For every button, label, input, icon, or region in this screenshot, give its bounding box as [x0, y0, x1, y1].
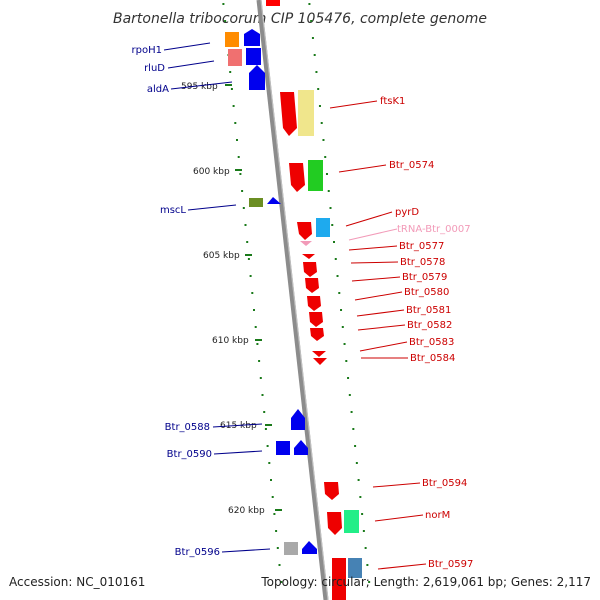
accession-text: Accession: NC_010161: [9, 575, 145, 589]
gene-ftsK1-a[interactable]: [280, 92, 297, 136]
gene-label[interactable]: Btr_0588: [165, 422, 210, 433]
map-title: Bartonella tribocorum CIP 105476, comple…: [113, 11, 487, 27]
gene-Btr_0596[interactable]: [302, 541, 317, 554]
gene-Btr_0588[interactable]: [291, 409, 305, 430]
gene-Btr_0578[interactable]: [303, 262, 317, 277]
gene-label[interactable]: norM: [425, 510, 450, 521]
ruler-label: 615 kbp: [220, 421, 257, 431]
gene-Btr_0582[interactable]: [310, 328, 324, 341]
gene-mscL[interactable]: [267, 197, 281, 204]
gene-Btr_0574-a[interactable]: [289, 163, 305, 192]
gene-pyrD[interactable]: [316, 218, 330, 237]
ruler-labels: 595 kbp 600 kbp 605 kbp 610 kbp 615 kbp …: [181, 82, 265, 516]
gene-label[interactable]: pyrD: [395, 207, 419, 218]
gene-Btr_0597-a[interactable]: [332, 558, 346, 600]
gene-label[interactable]: mscL: [160, 205, 186, 216]
gene-Btr_0574[interactable]: [308, 160, 323, 191]
gene-label[interactable]: rluD: [144, 63, 165, 74]
gene-rpoH1[interactable]: [225, 32, 239, 47]
gene-Btr_0581[interactable]: [309, 312, 323, 327]
gene-Btr_0584[interactable]: [313, 358, 327, 365]
gene-label[interactable]: Btr_0594: [422, 478, 467, 489]
gene-Btr_0590[interactable]: [294, 440, 308, 455]
gene-ftsK1[interactable]: [298, 90, 314, 136]
gene-label[interactable]: Btr_0583: [409, 337, 454, 348]
gene-pyrD-a[interactable]: [297, 222, 312, 240]
topology-text: Topology: circular; Length: 2,619,061 bp…: [260, 575, 591, 589]
left-genes: [225, 29, 317, 555]
ruler-label: 605 kbp: [203, 251, 240, 261]
ruler-label: 600 kbp: [193, 167, 230, 177]
right-labels: ftsK1 Btr_0574 pyrD tRNA-Btr_0007 Btr_05…: [380, 96, 473, 570]
gene-mscL-a[interactable]: [249, 198, 263, 207]
gene-rluD[interactable]: [228, 49, 242, 66]
gene-aldA[interactable]: [249, 65, 265, 90]
gene-label[interactable]: Btr_0584: [410, 353, 455, 364]
gene-Btr_0579[interactable]: [305, 278, 319, 293]
gene-tRNA-Btr_0007[interactable]: [300, 241, 312, 246]
gene-Btr_0577[interactable]: [302, 254, 315, 259]
gene-Btr_0590-a[interactable]: [276, 441, 290, 455]
left-labels: rpoH1 rluD aldA mscL Btr_0588 Btr_0590 B…: [132, 45, 220, 558]
gene-Btr_0580[interactable]: [307, 296, 321, 311]
right-leaders: [329, 100, 427, 570]
gene-label[interactable]: Btr_0581: [406, 305, 451, 316]
ruler-label: 595 kbp: [181, 82, 218, 92]
gene-norM-a[interactable]: [327, 512, 342, 535]
gene-Btr_0594[interactable]: [324, 482, 339, 500]
gene-label[interactable]: tRNA-Btr_0007: [397, 224, 471, 235]
ruler-label: 610 kbp: [212, 336, 249, 346]
right-genes: [266, 0, 362, 600]
gene-Btr_0597[interactable]: [348, 558, 362, 578]
gene-label[interactable]: Btr_0574: [389, 160, 434, 171]
gene-label[interactable]: Btr_0580: [404, 287, 449, 298]
gene-label[interactable]: Btr_0577: [399, 241, 444, 252]
gene-label[interactable]: ftsK1: [380, 96, 405, 107]
gene-label[interactable]: aldA: [147, 84, 169, 95]
gene-rpoH1-arrow[interactable]: [244, 29, 260, 46]
gene-Btr_0596-a[interactable]: [284, 542, 298, 555]
gene-label[interactable]: Btr_0579: [402, 272, 447, 283]
gene-rluD-arrow[interactable]: [246, 48, 261, 65]
gene-label[interactable]: Btr_0578: [400, 257, 445, 268]
gene-label[interactable]: Btr_0590: [167, 449, 212, 460]
tick-track: [222, 3, 371, 583]
backbone-line: [256, 0, 329, 600]
left-leaders: [163, 42, 271, 553]
gene-label[interactable]: rpoH1: [132, 45, 162, 56]
gene-Btr_0583[interactable]: [312, 351, 326, 357]
backbone-highlight: [260, 0, 329, 600]
gene-norM[interactable]: [344, 510, 359, 533]
gene-label[interactable]: Btr_0597: [428, 559, 473, 570]
gene-label[interactable]: Btr_0596: [175, 547, 220, 558]
gene-label[interactable]: Btr_0582: [407, 320, 452, 331]
gene-top-partial[interactable]: [266, 0, 280, 6]
ruler-label: 620 kbp: [228, 506, 265, 516]
